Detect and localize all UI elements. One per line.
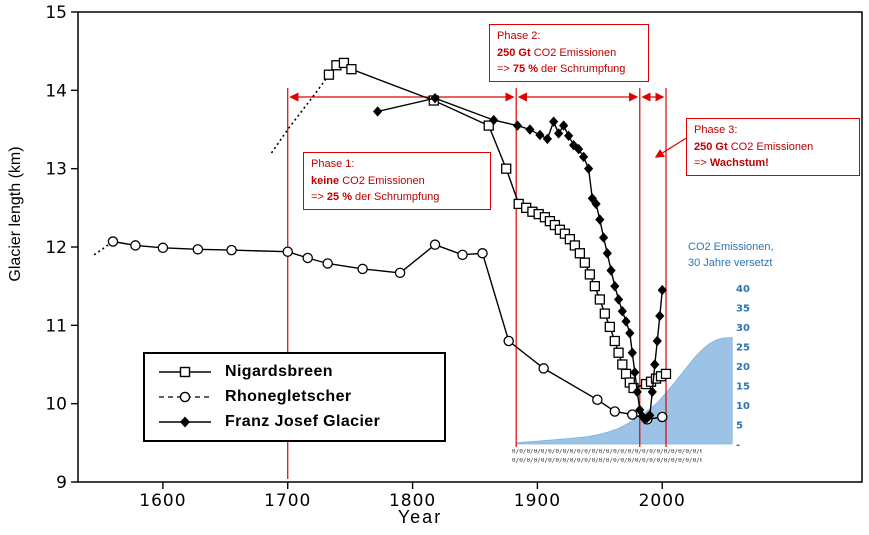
open-square-marker-icon (159, 366, 211, 377)
svg-text:40: 40 (736, 284, 750, 295)
series-nigardsbreen (270, 57, 672, 394)
filled-diamond-marker-icon (159, 416, 211, 428)
svg-text:5: 5 (736, 421, 743, 432)
svg-text:35: 35 (736, 304, 750, 315)
open-circle-marker-icon (159, 391, 211, 403)
svg-text:30: 30 (736, 323, 750, 334)
x-axis-ticks: 1600 1700 1800 1900 2000 (139, 482, 686, 511)
svg-text:15: 15 (45, 3, 67, 23)
micro-axis-text-row2: 0/0/0/0/0/0/0/0/0/0/0/0/0/0/0/0/0/0/0/0/… (512, 458, 702, 464)
phase2-annotation: Phase 2: 250 Gt CO2 Emissionen => 75 % d… (489, 24, 649, 82)
svg-text:1700: 1700 (264, 491, 311, 511)
svg-text:1600: 1600 (139, 491, 186, 511)
micro-axis-text-row1: 0/0/0/0/0/0/0/0/0/0/0/0/0/0/0/0/0/0/0/0/… (512, 449, 702, 455)
x-axis-title: Year (397, 507, 443, 527)
legend-label: Franz Josef Glacier (225, 413, 381, 431)
legend-item-nigardsbreen: Nigardsbreen (157, 363, 432, 381)
legend-label: Nigardsbreen (225, 362, 333, 380)
svg-text:1800: 1800 (389, 491, 436, 511)
phase3-line3: => Wachstum! (694, 157, 769, 169)
phase1-line3: => 25 % der Schrumpfung (311, 191, 440, 203)
phase3-annotation: Phase 3: 250 Gt CO2 Emissionen => Wachst… (686, 118, 860, 176)
phase2-line2: 250 Gt CO2 Emissionen (497, 46, 617, 59)
phase1-annotation: Phase 1: keine CO2 Emissionen => 25 % de… (303, 152, 491, 210)
svg-text:12: 12 (45, 238, 67, 258)
svg-text:14: 14 (45, 81, 67, 101)
svg-text:9: 9 (56, 473, 67, 493)
svg-text:10: 10 (736, 401, 750, 412)
svg-text:20: 20 (736, 362, 750, 373)
svg-text:15: 15 (736, 382, 750, 393)
legend-label: Rhonegletscher (225, 387, 352, 405)
phase1-line2: keine CO2 Emissionen (311, 174, 425, 187)
svg-text:11: 11 (45, 316, 67, 336)
phase2-title: Phase 2: (497, 30, 541, 42)
phase2-line3: => 75 % der Schrumpfung (497, 63, 626, 75)
svg-text:13: 13 (45, 160, 67, 180)
co2-emissions-area (515, 337, 733, 445)
y-axis-ticks: 9 10 11 12 13 14 15 (45, 3, 78, 493)
svg-text:25: 25 (736, 343, 750, 354)
phase3-line2: 250 Gt CO2 Emissionen (694, 140, 814, 153)
phase3-title: Phase 3: (694, 124, 738, 136)
svg-text:10: 10 (45, 395, 67, 415)
co2-axis-labels: 40 35 30 25 20 15 10 5 - (736, 284, 750, 451)
legend-item-rhonegletscher: Rhonegletscher (157, 388, 432, 406)
svg-text:-: - (736, 440, 740, 451)
series-franz-josef-glacier (373, 92, 667, 425)
legend-item-franz-josef: Franz Josef Glacier (157, 413, 432, 431)
y-axis-title: Glacier length (km) (7, 146, 24, 282)
svg-text:2000: 2000 (639, 491, 686, 511)
series-rhonegletscher (93, 236, 668, 425)
co2-emissions-label: CO2 Emissionen, 30 Jahre versetzt (688, 241, 774, 269)
phase1-title: Phase 1: (311, 158, 355, 170)
svg-text:1900: 1900 (514, 491, 561, 511)
legend: Nigardsbreen Rhonegletscher Franz Josef … (143, 352, 446, 442)
